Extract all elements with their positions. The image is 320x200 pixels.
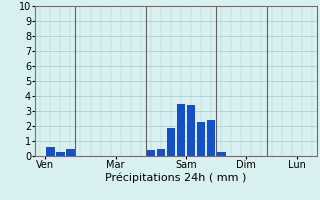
Bar	[157, 148, 165, 156]
Bar	[217, 152, 226, 156]
Bar	[66, 148, 75, 156]
Bar	[147, 150, 155, 156]
Bar	[187, 105, 195, 156]
Bar	[167, 128, 175, 156]
Bar	[56, 152, 65, 156]
Bar	[177, 104, 185, 156]
Bar	[46, 147, 54, 156]
Bar	[207, 120, 215, 156]
X-axis label: Précipitations 24h ( mm ): Précipitations 24h ( mm )	[105, 173, 247, 183]
Bar	[197, 121, 205, 156]
